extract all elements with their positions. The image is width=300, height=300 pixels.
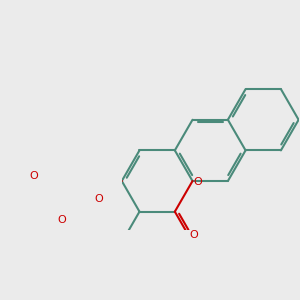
Text: O: O [194,177,202,187]
Text: O: O [190,230,198,240]
Text: O: O [94,194,103,204]
Text: O: O [29,171,38,181]
Text: O: O [58,215,66,225]
